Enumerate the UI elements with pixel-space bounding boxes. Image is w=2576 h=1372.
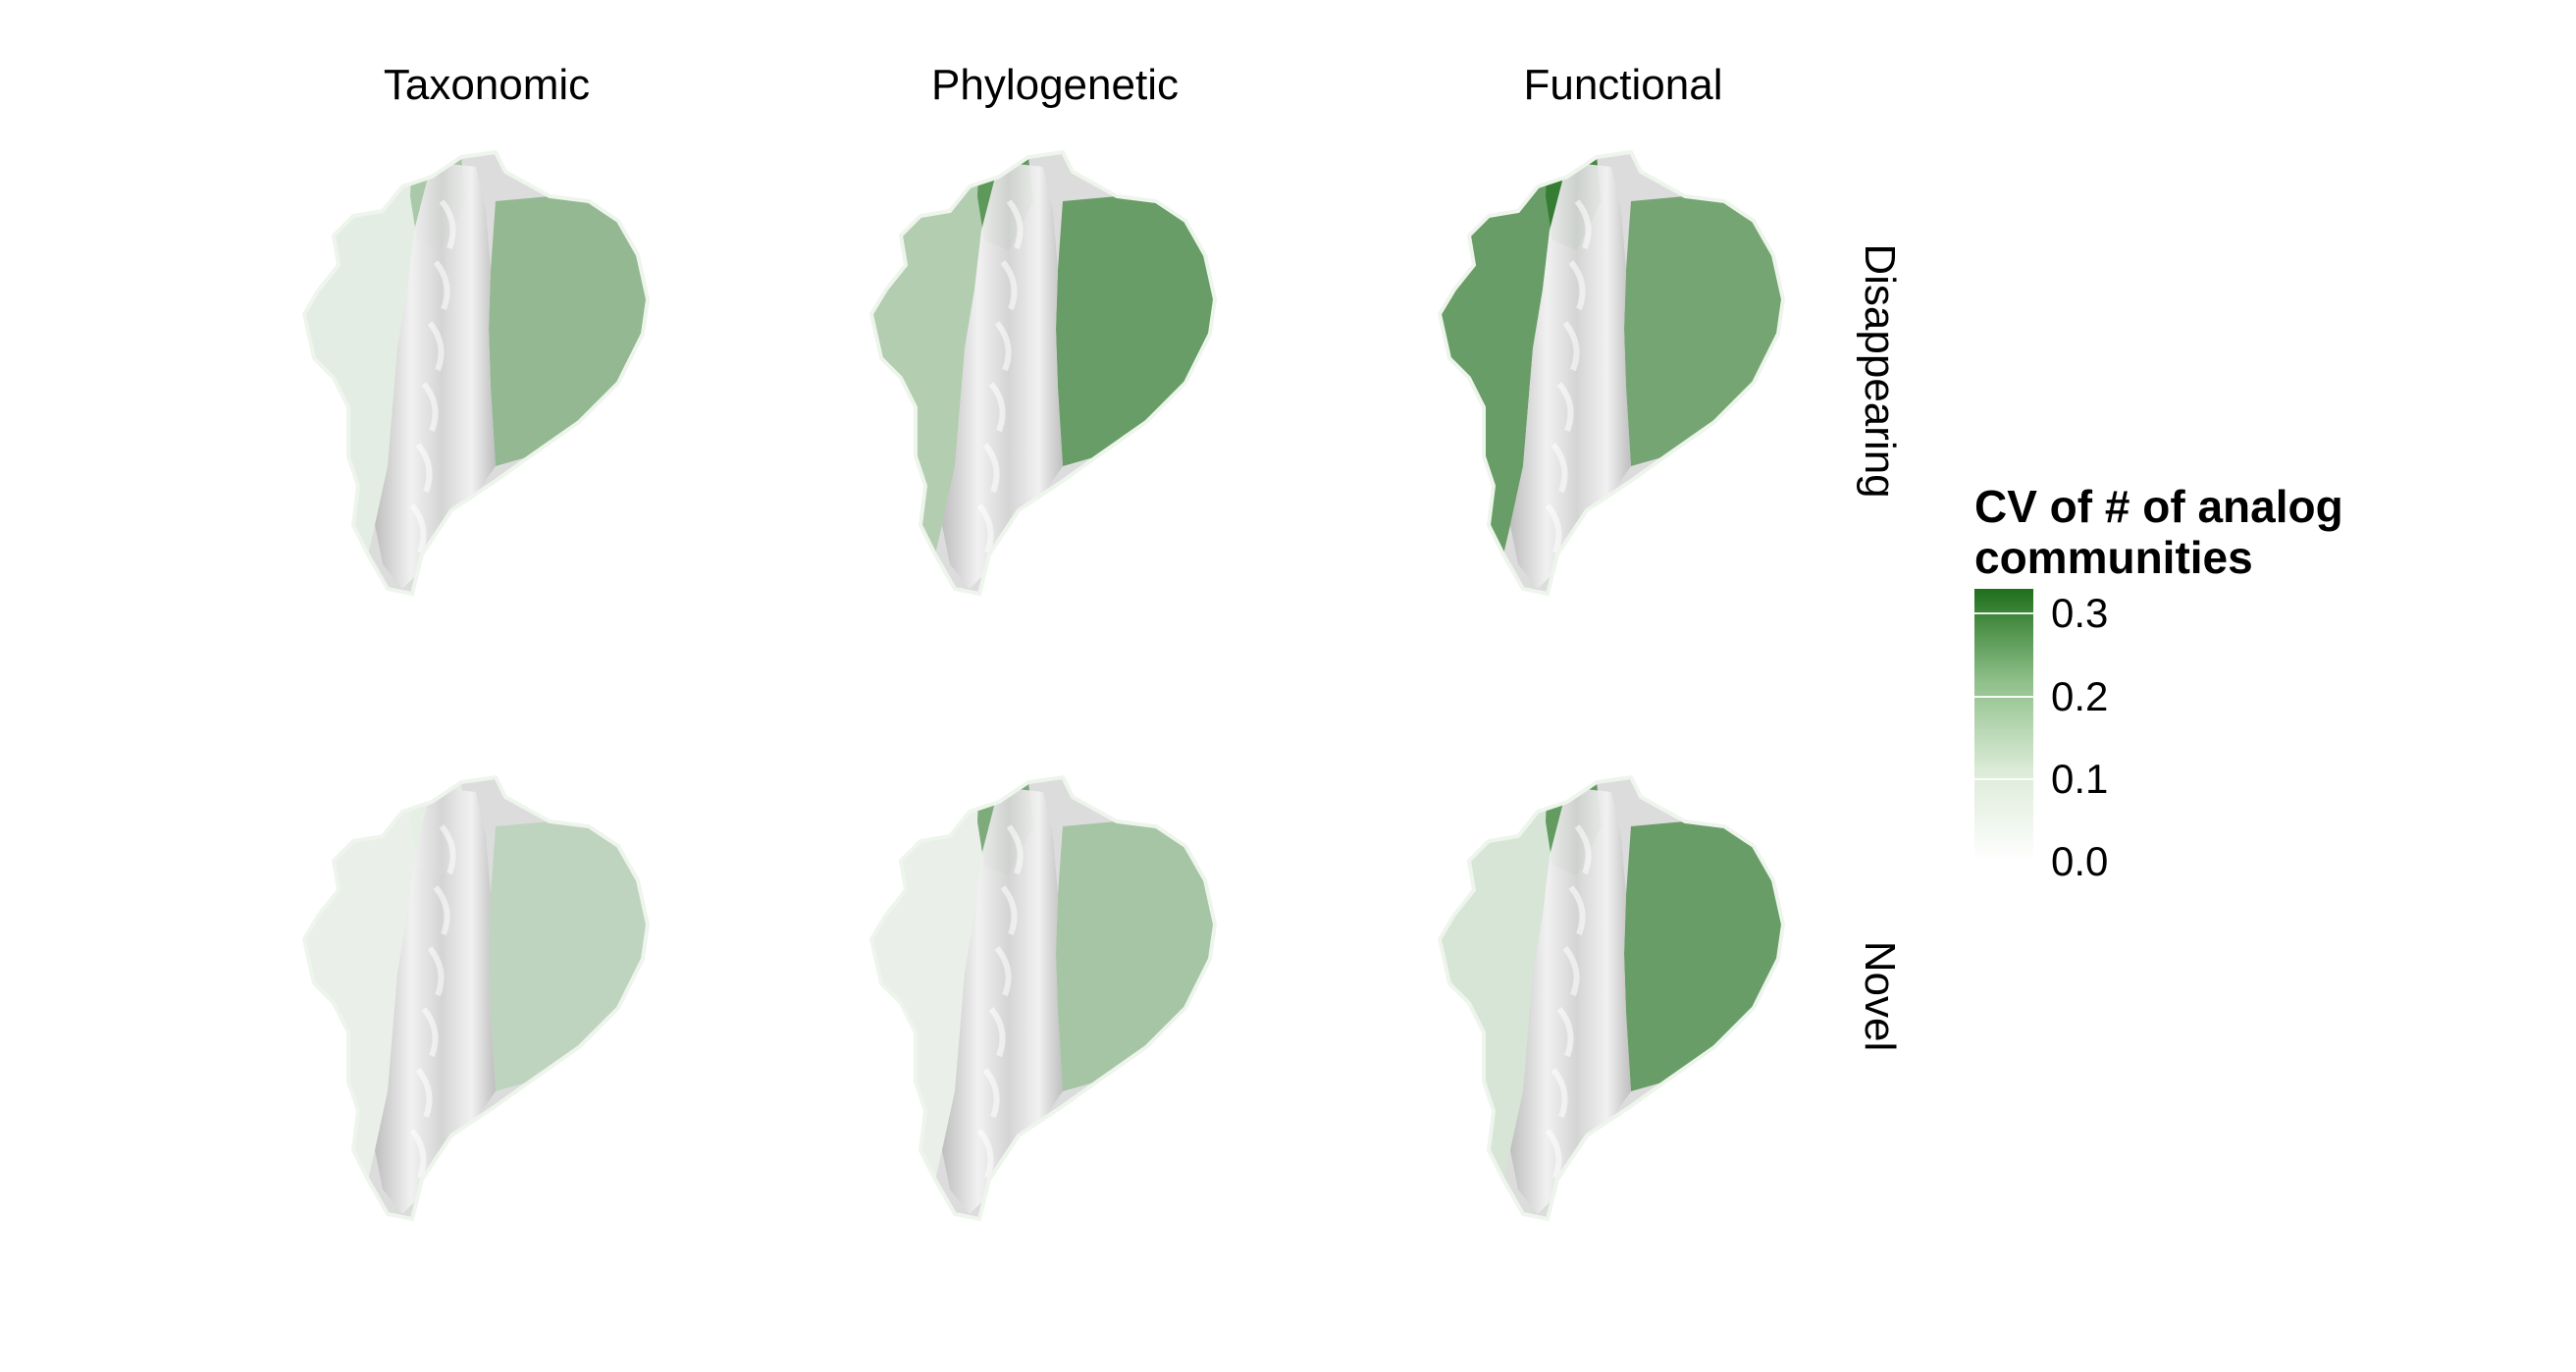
ridge-highlight [409, 1129, 427, 1180]
ridge-highlight [415, 1068, 433, 1119]
legend-tick-label: 0.1 [2051, 755, 2109, 802]
row-title-disappearing: Disappearing [1856, 243, 1904, 499]
legend-tick-label: 0.0 [2051, 838, 2109, 884]
column-title-functional: Functional [1523, 61, 1723, 109]
ridge-highlight [1551, 443, 1568, 494]
ridge-highlight [976, 503, 994, 554]
map-layers [871, 152, 1215, 594]
ridge-highlight [1000, 260, 1018, 311]
column-title-phylogenetic: Phylogenetic [931, 61, 1179, 109]
ridge-highlight [1545, 1129, 1562, 1180]
east-lowland-region [489, 821, 648, 1091]
andes-hillshade [375, 162, 496, 589]
ridge-highlight [982, 1068, 1000, 1119]
ridge-highlight [433, 885, 450, 936]
legend-tick-mark [1974, 777, 2033, 780]
legend-tick-mark [1974, 695, 2033, 698]
east-lowland-region [1624, 821, 1783, 1091]
ridge-highlight [427, 321, 445, 372]
ridge-highlight [994, 321, 1012, 372]
legend-title: CV of # of analog communities [1974, 481, 2465, 583]
row-title-novel: Novel [1856, 940, 1904, 1052]
east-lowland-region [1056, 821, 1215, 1091]
legend-tick-label: 0.3 [2051, 590, 2109, 637]
map-panel-taxonomic-novel [294, 767, 707, 1229]
ridge-highlight [1000, 885, 1018, 936]
west-lowland-region [304, 787, 432, 1180]
ridge-highlight [1562, 321, 1580, 372]
ridge-highlight [988, 382, 1006, 433]
country-outline [1437, 149, 1786, 597]
ridge-highlight [1006, 824, 1024, 875]
ridge-highlight [976, 1129, 994, 1180]
map-panel-functional-novel [1430, 767, 1842, 1229]
map-panel-taxonomic-disappearing [294, 142, 707, 604]
map-panel-phylogenetic-disappearing [862, 142, 1274, 604]
west-lowland-region [871, 787, 999, 1180]
country-outline [301, 774, 651, 1222]
map-layers [304, 152, 648, 594]
ridge-highlight [1574, 199, 1592, 250]
west-lowland-region [304, 162, 432, 554]
column-title-taxonomic: Taxonomic [383, 61, 591, 109]
country-outline [868, 774, 1218, 1222]
west-lowland-region [1440, 162, 1567, 554]
ridge-highlight [988, 1007, 1006, 1058]
legend-tick-mark [1974, 861, 2033, 863]
east-lowland-region [1624, 196, 1783, 466]
country-outline [868, 149, 1218, 597]
east-lowland-region [489, 196, 648, 466]
legend-tick-label: 0.2 [2051, 672, 2109, 719]
ridge-highlight [421, 382, 439, 433]
ridge-highlight [1568, 260, 1586, 311]
legend-colorbar [1974, 589, 2033, 862]
ridge-highlight [421, 1007, 439, 1058]
map-layers [1440, 777, 1783, 1219]
east-lowland-region [1056, 196, 1215, 466]
map-layers [871, 777, 1215, 1219]
andes-hillshade [942, 162, 1063, 589]
ridge-highlight [409, 503, 427, 554]
country-outline [301, 149, 651, 597]
andes-hillshade [942, 787, 1063, 1214]
ridge-highlight [1551, 1068, 1568, 1119]
ridge-highlight [1006, 199, 1024, 250]
west-lowland-region [1440, 787, 1567, 1180]
ridge-highlight [1556, 1007, 1574, 1058]
legend-title-line2: communities [1974, 532, 2253, 583]
map-layers [304, 777, 648, 1219]
ridge-highlight [427, 946, 445, 997]
map-panel-phylogenetic-novel [862, 767, 1274, 1229]
map-panel-functional-disappearing [1430, 142, 1842, 604]
andes-hillshade [1510, 162, 1631, 589]
ridge-highlight [415, 443, 433, 494]
ridge-highlight [1574, 824, 1592, 875]
country-outline [1437, 774, 1786, 1222]
ridge-highlight [1545, 503, 1562, 554]
ridge-highlight [439, 824, 456, 875]
legend-tick-mark [1974, 612, 2033, 615]
legend-title-line1: CV of # of analog [1974, 481, 2343, 532]
andes-hillshade [1510, 787, 1631, 1214]
ridge-highlight [1568, 885, 1586, 936]
andes-hillshade [375, 787, 496, 1214]
ridge-highlight [994, 946, 1012, 997]
ridge-highlight [433, 260, 450, 311]
ridge-highlight [1556, 382, 1574, 433]
ridge-highlight [439, 199, 456, 250]
colorbar-legend: CV of # of analog communities 0.3 0.2 0.1 0… [1974, 481, 2465, 882]
ridge-highlight [982, 443, 1000, 494]
west-lowland-region [871, 162, 999, 554]
ridge-highlight [1562, 946, 1580, 997]
